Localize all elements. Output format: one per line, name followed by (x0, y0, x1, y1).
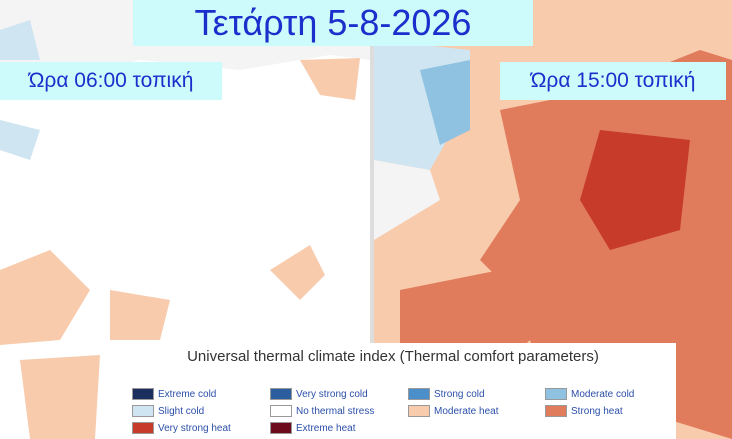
legend-swatch (270, 388, 292, 400)
legend-item: Moderate cold (545, 388, 634, 400)
heat-area (110, 290, 170, 340)
heat-area (270, 245, 325, 300)
heat-area (400, 270, 540, 350)
legend-label: Slight cold (158, 405, 205, 417)
legend-item: Very strong heat (132, 422, 231, 434)
heat-area (300, 58, 360, 100)
legend-item: Extreme cold (132, 388, 216, 400)
legend-label: Extreme heat (296, 422, 356, 434)
title: Τετάρτη 5-8-2026 (133, 0, 533, 46)
legend-swatch (270, 422, 292, 434)
legend-item: Very strong cold (270, 388, 368, 400)
legend-item: Slight cold (132, 405, 204, 417)
legend-swatch (545, 405, 567, 417)
legend-swatch (132, 388, 154, 400)
legend-label: Very strong heat (158, 422, 231, 434)
legend-swatch (132, 405, 154, 417)
legend-label: No thermal stress (296, 405, 375, 417)
legend-item: Moderate heat (408, 405, 499, 417)
legend-item: Strong heat (545, 405, 623, 417)
legend-label: Moderate cold (571, 388, 635, 400)
cold-area (0, 20, 40, 60)
legend-item: Extreme heat (270, 422, 355, 434)
very-strong-heat (580, 130, 690, 250)
legend-title: Universal thermal climate index (Thermal… (187, 348, 599, 365)
time-label: Ώρα 15:00 τοπική (500, 62, 726, 100)
legend-swatch (545, 388, 567, 400)
heat-area (20, 355, 100, 439)
legend-swatch (270, 405, 292, 417)
sea (374, 160, 440, 240)
cold-area (0, 120, 40, 160)
legend-label: Strong heat (571, 405, 623, 417)
cold-area (420, 60, 470, 145)
legend-item: No thermal stress (270, 405, 374, 417)
legend-item: Strong cold (408, 388, 485, 400)
legend-swatch (132, 422, 154, 434)
legend-label: Strong cold (434, 388, 485, 400)
divider (370, 0, 374, 439)
heat-area (0, 250, 90, 345)
time-label: Ώρα 06:00 τοπική (0, 62, 222, 100)
legend-swatch (408, 388, 430, 400)
legend-label: Moderate heat (434, 405, 499, 417)
legend-label: Extreme cold (158, 388, 217, 400)
legend-swatch (408, 405, 430, 417)
legend: Universal thermal climate index (Thermal… (110, 343, 676, 439)
legend-label: Very strong cold (296, 388, 368, 400)
